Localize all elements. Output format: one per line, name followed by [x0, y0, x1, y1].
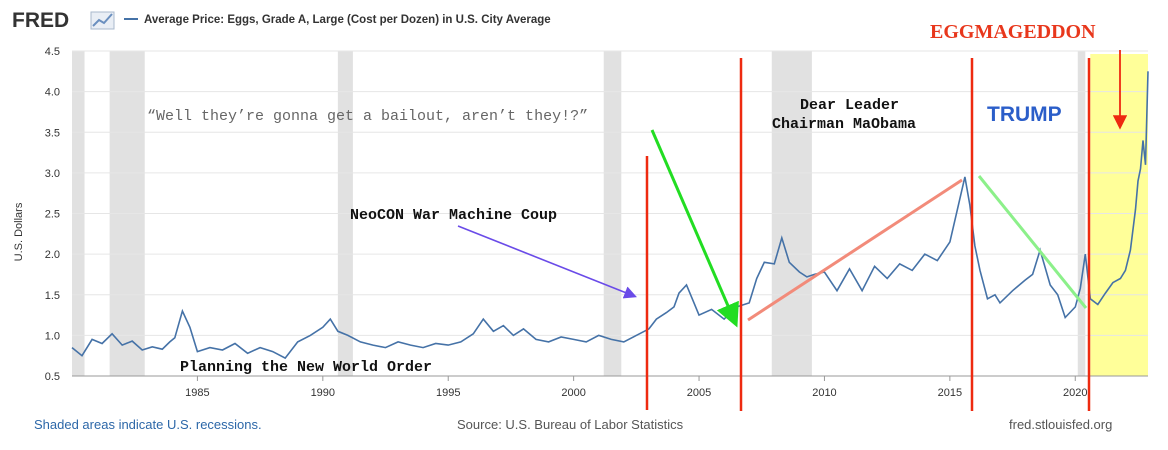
y-tick-label: 2.0	[45, 249, 60, 261]
y-tick-label: 4.5	[45, 46, 60, 58]
series-title: Average Price: Eggs, Grade A, Large (Cos…	[144, 14, 551, 26]
planning-label: Planning the New World Order	[180, 359, 432, 376]
y-tick-label: 1.5	[45, 290, 60, 302]
red-vertical-lines	[645, 58, 1091, 411]
obama-trend-line	[747, 178, 963, 322]
fred-logo[interactable]: FRED	[12, 9, 69, 32]
x-axis-ticks: 1985 1990 1995 2000 2005 2010 2015 2020	[72, 375, 1148, 399]
x-tick-label: 1990	[311, 387, 335, 399]
y-tick-label: 0.5	[45, 371, 60, 383]
trump-label: TRUMP	[987, 103, 1062, 126]
chairman-label: Chairman MaObama	[772, 116, 916, 133]
y-tick-label: 2.5	[45, 209, 60, 221]
x-tick-label: 2010	[812, 387, 836, 399]
neocon-arrow	[457, 225, 637, 299]
y-tick-label: 4.0	[45, 87, 60, 99]
x-tick-label: 2000	[561, 387, 585, 399]
y-axis-label: U.S. Dollars	[13, 202, 25, 261]
y-tick-label: 3.0	[45, 168, 60, 180]
y-tick-label: 3.5	[45, 127, 60, 139]
trump-trend-line	[977, 175, 1088, 309]
x-tick-label: 2005	[687, 387, 711, 399]
neocon-label: NeoCON War Machine Coup	[350, 207, 557, 224]
bailout-quote: “Well they’re gonna get a bailout, aren’…	[147, 108, 588, 125]
y-tick-label: 1.0	[45, 330, 60, 342]
x-tick-label: 2015	[938, 387, 962, 399]
x-tick-label: 1985	[185, 387, 209, 399]
x-tick-label: 1995	[436, 387, 460, 399]
dear-leader-label: Dear Leader	[800, 97, 899, 114]
source-note: Source: U.S. Bureau of Labor Statistics	[457, 417, 684, 432]
series-line	[71, 71, 1149, 360]
y-axis-ticks: 0.5 1.0 1.5 2.0 2.5 3.0 3.5 4.0 4.5	[45, 46, 60, 383]
fred-graph-icon	[90, 11, 115, 30]
x-tick-label: 2020	[1063, 387, 1087, 399]
bailout-arrow	[650, 129, 739, 328]
eggmageddon-label: EGGMAGEDDON	[930, 21, 1096, 43]
site-link[interactable]: fred.stlouisfed.org	[1009, 417, 1113, 432]
recession-note[interactable]: Shaded areas indicate U.S. recessions.	[34, 417, 262, 432]
